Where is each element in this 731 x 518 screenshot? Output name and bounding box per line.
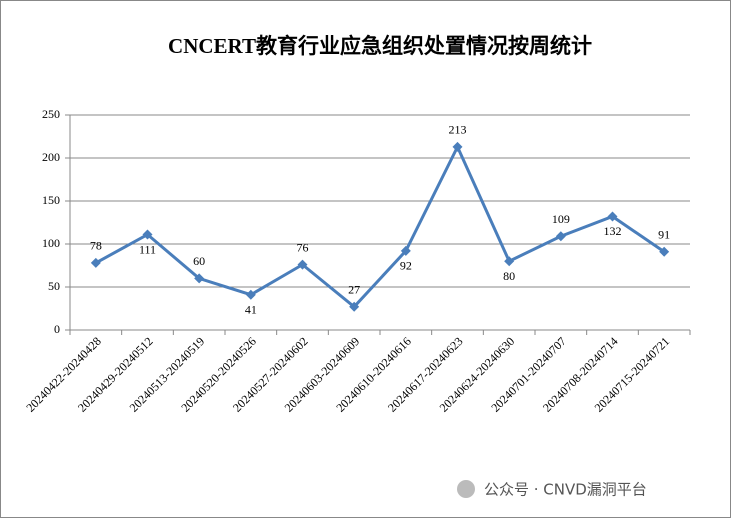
marker (194, 273, 205, 284)
value-label: 41 (245, 302, 257, 316)
marker (607, 211, 618, 222)
y-tick-label: 250 (42, 107, 60, 121)
value-label: 109 (552, 212, 570, 226)
value-label: 92 (400, 259, 412, 273)
marker (504, 256, 515, 267)
y-tick-label: 200 (42, 150, 60, 164)
value-label: 91 (658, 227, 670, 241)
value-label: 78 (90, 239, 102, 253)
y-tick-label: 0 (54, 322, 60, 336)
watermark-icon (457, 480, 475, 498)
y-tick-label: 50 (48, 279, 60, 293)
y-tick-label: 100 (42, 236, 60, 250)
marker (245, 289, 256, 300)
watermark: 公众号 · CNVD漏洞平台 (484, 481, 647, 499)
value-label: 76 (297, 240, 309, 254)
marker (400, 245, 411, 256)
value-label: 213 (449, 123, 467, 137)
marker (90, 257, 101, 268)
marker (297, 259, 308, 270)
value-label: 132 (604, 224, 622, 238)
line (95, 143, 666, 309)
y-tick-label: 150 (42, 193, 60, 207)
value-label: 60 (193, 254, 205, 268)
marker (142, 229, 153, 240)
value-label: 80 (503, 269, 515, 283)
marker (452, 141, 463, 152)
chart-title: CNCERT教育行业应急组织处置情况按周统计 (168, 34, 592, 58)
marker (349, 301, 360, 312)
value-label: 111 (139, 242, 156, 256)
value-label: 27 (348, 283, 360, 297)
marker (659, 246, 670, 257)
marker (555, 231, 566, 242)
